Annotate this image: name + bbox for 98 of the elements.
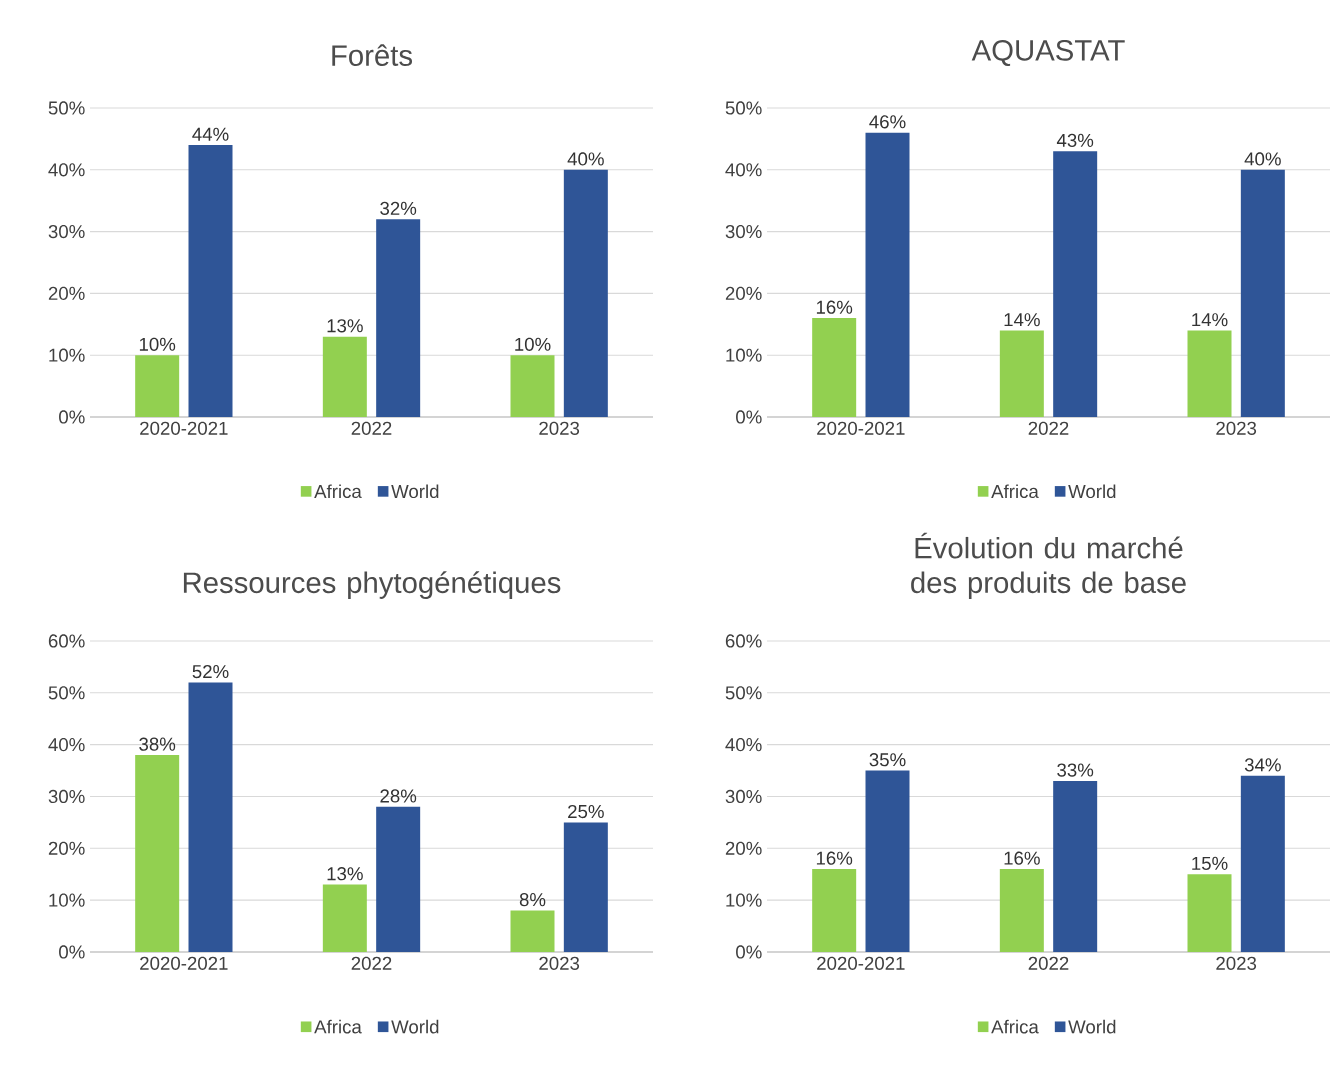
y-tick-label: 50% — [725, 101, 762, 115]
data-label: 28% — [380, 789, 417, 803]
x-tick-label: 2022 — [351, 956, 392, 970]
y-tick-label: 30% — [725, 224, 762, 239]
data-label: 15% — [1192, 856, 1228, 870]
x-tick-label: 2020-2021 — [817, 956, 905, 970]
y-tick-label: 20% — [48, 841, 85, 855]
bar — [322, 336, 367, 417]
y-tick-label: 40% — [725, 738, 762, 752]
x-tick-label: 2020-2021 — [140, 956, 228, 970]
y-tick-label: 10% — [726, 348, 762, 362]
data-label: 43% — [1056, 133, 1094, 147]
bar — [1053, 780, 1098, 952]
bar — [812, 318, 857, 417]
bar — [376, 806, 421, 952]
chart-title: Évolution du marché des produits de base — [911, 532, 1186, 599]
legend-label: World — [391, 484, 439, 499]
data-label: 32% — [380, 201, 417, 215]
bar — [1187, 874, 1232, 952]
data-label: 10% — [139, 337, 176, 351]
legend-label: World — [391, 1019, 439, 1034]
x-tick-label: 2022 — [1028, 956, 1069, 970]
y-tick-label: 30% — [48, 224, 85, 239]
legend-label: World — [1068, 484, 1116, 499]
data-label: 16% — [816, 300, 853, 314]
bar — [510, 910, 555, 952]
chart-title: Forêts — [332, 44, 413, 66]
data-label: 40% — [567, 152, 604, 166]
data-label: 34% — [1244, 758, 1281, 772]
data-label: 8% — [519, 893, 546, 907]
data-label: 33% — [1057, 763, 1094, 777]
x-tick-label: 2020-2021 — [817, 421, 905, 435]
y-tick-label: 10% — [726, 893, 762, 907]
data-label: 10% — [515, 337, 551, 351]
bar — [563, 822, 608, 952]
data-label: 46% — [869, 115, 906, 129]
bar — [563, 169, 608, 417]
x-tick-label: 2020-2021 — [140, 421, 228, 435]
data-label: 35% — [869, 753, 906, 767]
x-tick-label: 2023 — [1216, 956, 1257, 970]
y-tick-label: 20% — [48, 286, 85, 300]
legend-label: Africa — [991, 1019, 1039, 1034]
y-tick-label: 0% — [59, 410, 85, 424]
y-tick-label: 60% — [725, 634, 762, 648]
data-label: 16% — [1004, 851, 1040, 865]
data-label: 13% — [327, 319, 363, 333]
bar — [510, 355, 555, 417]
x-tick-label: 2023 — [1216, 421, 1257, 435]
y-tick-label: 10% — [49, 348, 85, 362]
y-tick-label: 40% — [48, 738, 85, 752]
bar — [865, 770, 910, 952]
y-tick-label: 0% — [736, 410, 762, 424]
legend-label: Africa — [991, 484, 1039, 499]
data-label: 13% — [327, 867, 363, 881]
data-label: 38% — [139, 737, 176, 751]
bar — [999, 869, 1044, 952]
x-tick-label: 2022 — [1028, 421, 1069, 435]
y-tick-label: 40% — [48, 163, 85, 177]
y-tick-label: 30% — [725, 789, 762, 804]
bar — [188, 145, 233, 417]
legend-label: World — [1068, 1019, 1116, 1034]
y-tick-label: 50% — [48, 686, 85, 700]
bar — [1053, 151, 1098, 417]
y-tick-label: 10% — [49, 893, 85, 907]
bar — [135, 355, 180, 417]
legend-label: Africa — [314, 1019, 362, 1034]
legend-label: Africa — [314, 484, 362, 499]
bar — [1240, 169, 1285, 417]
data-label: 14% — [1192, 313, 1228, 327]
y-tick-label: 20% — [725, 841, 762, 855]
bar — [188, 682, 233, 952]
data-label: 25% — [568, 804, 604, 819]
bar — [376, 219, 421, 417]
data-label: 40% — [1244, 152, 1281, 166]
bar — [865, 132, 910, 417]
data-label: 52% — [192, 664, 229, 679]
data-label: 16% — [816, 851, 853, 865]
bar — [812, 869, 857, 952]
y-tick-label: 30% — [48, 789, 85, 804]
bar — [135, 755, 180, 952]
data-label: 44% — [192, 127, 229, 141]
data-label: 14% — [1004, 313, 1040, 327]
y-tick-label: 50% — [48, 101, 85, 115]
y-tick-label: 40% — [725, 163, 762, 177]
x-tick-label: 2023 — [539, 956, 580, 970]
bar — [1240, 775, 1285, 952]
bar — [999, 330, 1044, 417]
y-tick-label: 60% — [48, 634, 85, 648]
bar — [1187, 330, 1232, 417]
y-tick-label: 50% — [725, 686, 762, 700]
chart-title: AQUASTAT — [971, 39, 1125, 66]
y-tick-label: 20% — [725, 286, 762, 300]
chart-title: Ressources phytogénétiques — [183, 571, 561, 599]
x-tick-label: 2022 — [351, 421, 392, 435]
y-tick-label: 0% — [59, 945, 85, 959]
y-tick-label: 0% — [736, 945, 762, 959]
bar — [322, 884, 367, 952]
x-tick-label: 2023 — [539, 421, 580, 435]
